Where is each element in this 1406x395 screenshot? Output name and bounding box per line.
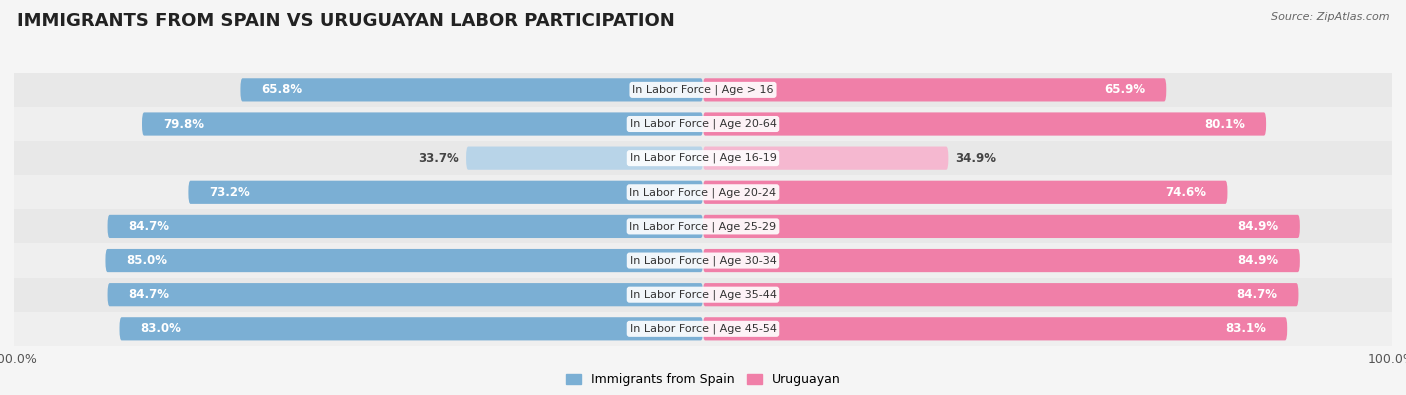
Text: 65.8%: 65.8% — [262, 83, 302, 96]
Bar — [0, 175, 1406, 209]
Text: 73.2%: 73.2% — [209, 186, 250, 199]
FancyBboxPatch shape — [120, 317, 703, 340]
Text: In Labor Force | Age 45-54: In Labor Force | Age 45-54 — [630, 324, 776, 334]
Bar — [0, 278, 1406, 312]
FancyBboxPatch shape — [107, 283, 703, 306]
Bar — [0, 107, 1406, 141]
Text: In Labor Force | Age > 16: In Labor Force | Age > 16 — [633, 85, 773, 95]
Text: In Labor Force | Age 35-44: In Labor Force | Age 35-44 — [630, 290, 776, 300]
Bar — [0, 209, 1406, 243]
FancyBboxPatch shape — [467, 147, 703, 170]
Text: 34.9%: 34.9% — [956, 152, 997, 165]
Text: 74.6%: 74.6% — [1166, 186, 1206, 199]
FancyBboxPatch shape — [703, 317, 1288, 340]
Legend: Immigrants from Spain, Uruguayan: Immigrants from Spain, Uruguayan — [561, 368, 845, 391]
Bar — [0, 141, 1406, 175]
Bar — [0, 312, 1406, 346]
FancyBboxPatch shape — [703, 181, 1227, 204]
Text: 84.7%: 84.7% — [128, 220, 170, 233]
FancyBboxPatch shape — [188, 181, 703, 204]
Text: 84.9%: 84.9% — [1237, 254, 1279, 267]
Text: 79.8%: 79.8% — [163, 117, 204, 130]
FancyBboxPatch shape — [703, 283, 1299, 306]
Text: 80.1%: 80.1% — [1204, 117, 1246, 130]
Text: 85.0%: 85.0% — [127, 254, 167, 267]
Text: In Labor Force | Age 30-34: In Labor Force | Age 30-34 — [630, 255, 776, 266]
Text: 84.7%: 84.7% — [1236, 288, 1277, 301]
FancyBboxPatch shape — [703, 249, 1299, 272]
Text: 84.9%: 84.9% — [1237, 220, 1279, 233]
Text: In Labor Force | Age 20-64: In Labor Force | Age 20-64 — [630, 119, 776, 129]
Text: 83.0%: 83.0% — [141, 322, 181, 335]
Text: 84.7%: 84.7% — [128, 288, 170, 301]
Text: 83.1%: 83.1% — [1225, 322, 1267, 335]
FancyBboxPatch shape — [703, 215, 1299, 238]
FancyBboxPatch shape — [703, 113, 1267, 135]
FancyBboxPatch shape — [107, 215, 703, 238]
FancyBboxPatch shape — [105, 249, 703, 272]
FancyBboxPatch shape — [703, 78, 1167, 102]
Text: In Labor Force | Age 20-24: In Labor Force | Age 20-24 — [630, 187, 776, 198]
Text: 65.9%: 65.9% — [1104, 83, 1146, 96]
Text: IMMIGRANTS FROM SPAIN VS URUGUAYAN LABOR PARTICIPATION: IMMIGRANTS FROM SPAIN VS URUGUAYAN LABOR… — [17, 12, 675, 30]
FancyBboxPatch shape — [703, 147, 949, 170]
Bar — [0, 243, 1406, 278]
FancyBboxPatch shape — [142, 113, 703, 135]
Bar — [0, 73, 1406, 107]
Text: In Labor Force | Age 16-19: In Labor Force | Age 16-19 — [630, 153, 776, 164]
FancyBboxPatch shape — [240, 78, 703, 102]
Text: In Labor Force | Age 25-29: In Labor Force | Age 25-29 — [630, 221, 776, 232]
Text: 33.7%: 33.7% — [419, 152, 458, 165]
Text: Source: ZipAtlas.com: Source: ZipAtlas.com — [1271, 12, 1389, 22]
